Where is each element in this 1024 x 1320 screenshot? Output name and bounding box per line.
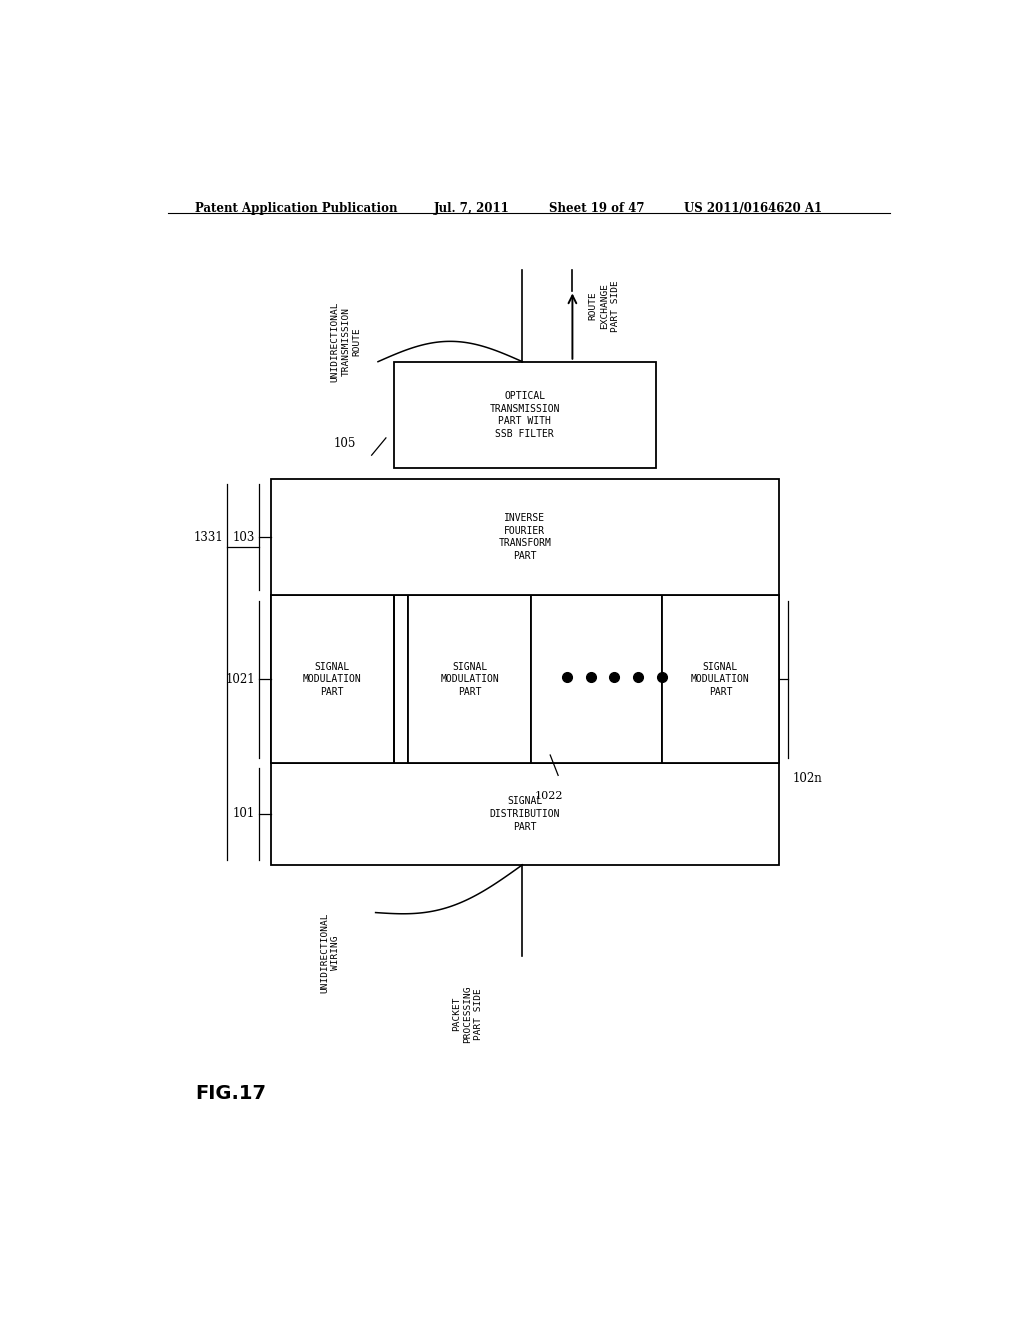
Bar bbox=[394, 362, 655, 469]
Text: SIGNAL
MODULATION
PART: SIGNAL MODULATION PART bbox=[691, 661, 750, 697]
Text: 1331: 1331 bbox=[194, 531, 223, 544]
Text: US 2011/0164620 A1: US 2011/0164620 A1 bbox=[684, 202, 821, 215]
Text: 101: 101 bbox=[232, 808, 255, 821]
Text: UNIDIRECTIONAL
TRANSMISSION
ROUTE: UNIDIRECTIONAL TRANSMISSION ROUTE bbox=[331, 301, 361, 381]
Text: 102n: 102n bbox=[793, 772, 822, 785]
Text: 1021: 1021 bbox=[225, 673, 255, 686]
Text: ROUTE
EXCHANGE
PART SIDE: ROUTE EXCHANGE PART SIDE bbox=[589, 280, 620, 331]
Bar bbox=[270, 763, 779, 865]
Bar bbox=[409, 595, 531, 763]
Text: 103: 103 bbox=[232, 531, 255, 544]
Text: OPTICAL
TRANSMISSION
PART WITH
SSB FILTER: OPTICAL TRANSMISSION PART WITH SSB FILTE… bbox=[489, 391, 560, 440]
Text: Patent Application Publication: Patent Application Publication bbox=[196, 202, 398, 215]
Text: Sheet 19 of 47: Sheet 19 of 47 bbox=[549, 202, 644, 215]
Text: UNIDIRECTIONAL
WIRING: UNIDIRECTIONAL WIRING bbox=[321, 913, 340, 994]
Text: SIGNAL
DISTRIBUTION
PART: SIGNAL DISTRIBUTION PART bbox=[489, 796, 560, 832]
Bar bbox=[531, 595, 663, 763]
Text: SIGNAL
MODULATION
PART: SIGNAL MODULATION PART bbox=[440, 661, 499, 697]
Bar bbox=[270, 479, 779, 595]
Text: PACKET
PROCESSING
PART SIDE: PACKET PROCESSING PART SIDE bbox=[452, 986, 483, 1043]
Bar bbox=[270, 595, 394, 763]
Text: 105: 105 bbox=[334, 437, 355, 450]
Bar bbox=[663, 595, 779, 763]
Text: SIGNAL
MODULATION
PART: SIGNAL MODULATION PART bbox=[303, 661, 361, 697]
Text: FIG.17: FIG.17 bbox=[196, 1084, 266, 1104]
Text: Jul. 7, 2011: Jul. 7, 2011 bbox=[433, 202, 509, 215]
Text: 1022: 1022 bbox=[535, 791, 563, 801]
Bar bbox=[270, 595, 779, 763]
Text: INVERSE
FOURIER
TRANSFORM
PART: INVERSE FOURIER TRANSFORM PART bbox=[499, 512, 551, 561]
